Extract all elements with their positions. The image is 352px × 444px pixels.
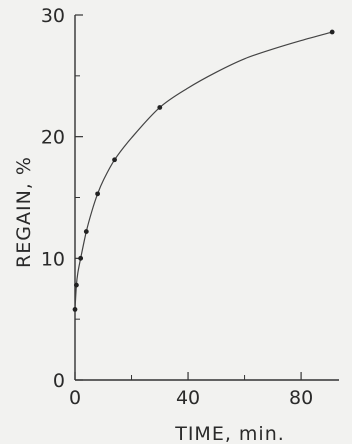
- fit-curve-layer: [74, 31, 333, 310]
- data-points-layer: [72, 29, 335, 312]
- y-tick-label: 30: [41, 5, 65, 27]
- x-tick-label: 40: [176, 387, 200, 409]
- data-point: [72, 307, 78, 312]
- axes: [74, 14, 339, 381]
- tick-labels-layer: 0 10 20 30 0 40 80: [41, 5, 313, 409]
- data-point: [83, 229, 89, 234]
- data-point: [112, 157, 117, 163]
- y-tick-label: 0: [53, 370, 65, 392]
- data-point: [157, 105, 163, 110]
- y-tick-label: 10: [41, 248, 65, 270]
- x-tick-label: 80: [289, 387, 313, 409]
- x-tick-label: 0: [69, 387, 81, 409]
- y-axis-title: REGAIN, %: [13, 156, 35, 268]
- fit-curve: [74, 31, 333, 310]
- data-point: [78, 255, 84, 261]
- data-point: [74, 282, 79, 288]
- data-point: [329, 29, 335, 35]
- x-axis-title: TIME, min.: [174, 423, 285, 444]
- y-tick-label: 20: [41, 127, 65, 149]
- data-point: [95, 191, 101, 197]
